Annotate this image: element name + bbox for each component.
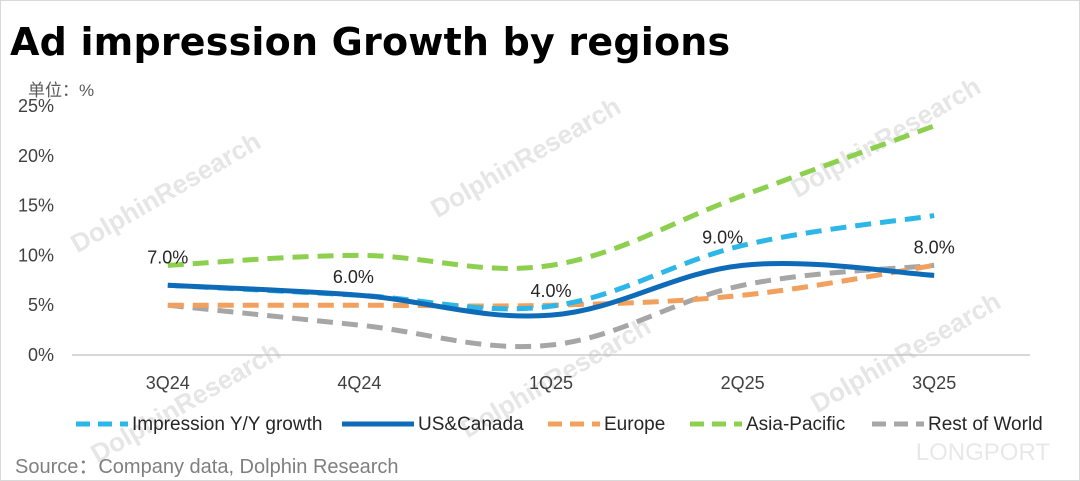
series-line-us-canada: [167, 260, 935, 319]
x-tick-label: 3Q25: [912, 373, 956, 393]
legend-label: Rest of World: [928, 414, 1043, 435]
watermark-text: DolphinResearch: [805, 286, 1005, 419]
data-label: 8.0%: [914, 237, 955, 257]
watermark-brand: LONGPORT: [916, 439, 1051, 466]
legend-label: Europe: [604, 414, 665, 435]
legend-label: Asia-Pacific: [746, 414, 845, 435]
unit-label: 单位：%: [28, 81, 95, 100]
y-tick-label: 5%: [28, 295, 54, 315]
x-tick-label: 1Q25: [529, 373, 573, 393]
y-tick-label: 25%: [18, 96, 54, 116]
legend-label: US&Canada: [418, 414, 524, 435]
watermark-text: DolphinResearch: [785, 71, 985, 204]
x-tick-label: 4Q24: [337, 373, 381, 393]
y-tick-label: 15%: [18, 196, 54, 216]
data-label: 7.0%: [147, 247, 188, 267]
watermark-text: DolphinResearch: [85, 336, 285, 469]
source-note: Source：Company data, Dolphin Research: [15, 456, 399, 478]
watermark-text: DolphinResearch: [425, 91, 625, 224]
chart-title: Ad impression Growth by regions: [10, 20, 731, 64]
data-labels: 7.0% 6.0% 4.0% 9.0% 8.0%: [147, 227, 954, 301]
watermark-text: DolphinResearch: [65, 126, 265, 259]
y-axis: 0% 5% 10% 15% 20% 25%: [18, 96, 54, 365]
legend-label: Impression Y/Y growth: [132, 414, 322, 435]
x-tick-label: 3Q24: [146, 373, 190, 393]
data-label: 9.0%: [702, 227, 743, 247]
x-tick-label: 2Q25: [721, 373, 765, 393]
x-axis: 3Q24 4Q24 1Q25 2Q25 3Q25: [72, 354, 1030, 393]
series-line-asia-pacific: [167, 123, 936, 271]
y-tick-label: 10%: [18, 245, 54, 265]
legend: Impression Y/Y growth US&Canada Europe Asia…: [76, 414, 1043, 435]
data-label: 4.0%: [530, 281, 571, 301]
y-tick-label: 20%: [18, 146, 54, 166]
data-label: 6.0%: [333, 267, 374, 287]
y-tick-label: 0%: [28, 345, 54, 365]
series-lines: [167, 123, 936, 350]
series-line-rest-of-world: [167, 262, 935, 350]
